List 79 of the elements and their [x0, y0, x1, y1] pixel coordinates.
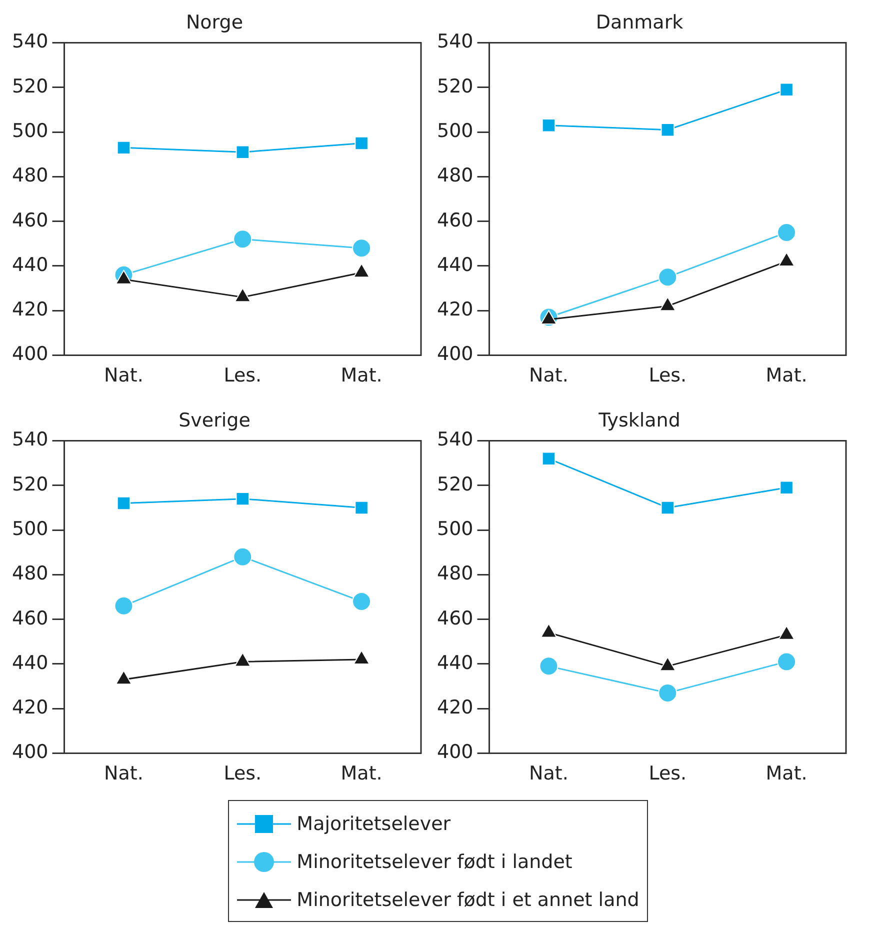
point — [777, 652, 796, 672]
point — [233, 547, 252, 566]
y-tick-label: 500 — [12, 120, 48, 142]
y-tick-label: 520 — [437, 75, 474, 98]
point — [660, 122, 674, 137]
x-tick-label: Nat. — [529, 364, 568, 387]
x-tick-label: Mat. — [340, 762, 382, 785]
y-tick-label: 520 — [12, 473, 48, 496]
y-tick-label: 460 — [437, 607, 474, 630]
point — [659, 296, 676, 312]
point — [353, 263, 370, 278]
y-tick-label: 460 — [437, 209, 474, 232]
point — [658, 683, 678, 702]
y-tick-label: 500 — [437, 120, 474, 142]
point — [539, 656, 558, 676]
legend-label: Minoritetselever født i et annet land — [296, 889, 640, 911]
y-tick-label: 420 — [12, 298, 48, 321]
point — [114, 596, 134, 616]
x-tick-label: Mat. — [766, 762, 808, 785]
y-tick-label: 440 — [437, 652, 474, 674]
point — [116, 140, 131, 155]
y-tick-label: 500 — [12, 518, 48, 540]
x-tick-label: Les. — [224, 364, 262, 387]
point — [780, 82, 794, 97]
y-tick-label: 400 — [12, 343, 48, 366]
y-tick-label: 480 — [437, 562, 474, 585]
point — [234, 288, 251, 302]
point — [234, 652, 251, 667]
point — [354, 136, 368, 150]
point — [236, 145, 250, 160]
chart-title: Tyskland — [598, 409, 680, 432]
y-tick-label: 540 — [437, 428, 474, 451]
x-tick-label: Mat. — [340, 364, 382, 387]
y-tick-label: 420 — [437, 298, 474, 321]
point — [116, 496, 131, 510]
point — [542, 118, 556, 132]
legend-label: Minoritetselever født i landet — [296, 851, 572, 873]
point — [660, 500, 674, 515]
y-tick-label: 440 — [12, 254, 48, 276]
chart-title: Norge — [186, 11, 244, 34]
y-tick-label: 540 — [437, 30, 474, 53]
y-tick-label: 480 — [12, 164, 48, 187]
y-tick-label: 440 — [12, 652, 48, 674]
chart-title: Sverige — [178, 409, 250, 432]
point — [352, 592, 372, 611]
point — [236, 492, 250, 506]
x-tick-label: Nat. — [104, 762, 144, 785]
point — [354, 500, 368, 515]
y-tick-label: 400 — [12, 741, 48, 764]
point — [115, 270, 132, 284]
point — [777, 222, 796, 242]
x-tick-label: Mat. — [766, 364, 808, 387]
y-tick-label: 480 — [12, 562, 48, 585]
y-tick-label: 440 — [437, 254, 474, 276]
legend-label: Majoritetselever — [296, 813, 451, 835]
chart-title: Danmark — [596, 11, 684, 34]
x-tick-label: Les. — [224, 762, 262, 785]
y-tick-label: 540 — [12, 428, 48, 451]
point — [115, 670, 132, 685]
x-tick-label: Nat. — [529, 762, 568, 785]
y-tick-label: 500 — [437, 518, 474, 540]
y-tick-label: 400 — [437, 741, 474, 764]
y-tick-label: 460 — [12, 209, 48, 232]
point — [233, 230, 252, 249]
y-tick-label: 540 — [12, 30, 48, 53]
y-tick-label: 420 — [12, 696, 48, 719]
point — [780, 480, 794, 495]
point — [542, 452, 556, 466]
y-tick-label: 420 — [437, 696, 474, 719]
point — [353, 650, 370, 664]
y-tick-label: 520 — [437, 473, 474, 496]
y-tick-label: 520 — [12, 75, 48, 98]
y-tick-label: 400 — [437, 343, 474, 366]
y-tick-label: 460 — [12, 607, 48, 630]
y-tick-label: 480 — [437, 164, 474, 187]
x-tick-label: Nat. — [104, 364, 144, 387]
x-tick-label: Les. — [648, 364, 687, 387]
x-tick-label: Les. — [648, 762, 687, 785]
point — [778, 252, 795, 266]
